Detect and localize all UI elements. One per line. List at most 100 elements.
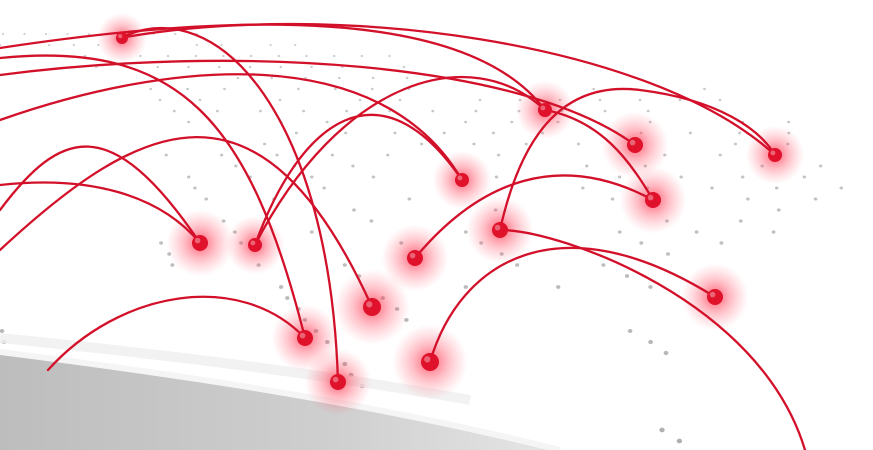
map-dot bbox=[330, 153, 335, 157]
map-dot bbox=[222, 54, 225, 58]
map-dot bbox=[156, 65, 160, 69]
map-dot bbox=[598, 98, 602, 102]
map-dot bbox=[733, 142, 738, 146]
route-line bbox=[253, 113, 464, 247]
map-dot bbox=[496, 153, 501, 157]
map-dot bbox=[694, 230, 699, 234]
map-dot bbox=[72, 43, 76, 47]
map-dot bbox=[386, 153, 390, 157]
map-dot bbox=[787, 120, 791, 124]
map-dot bbox=[278, 285, 284, 289]
map-dot bbox=[219, 153, 224, 157]
map-dot bbox=[431, 109, 435, 113]
network-node-icon bbox=[192, 235, 208, 251]
map-dot bbox=[87, 32, 91, 36]
map-dot bbox=[278, 98, 282, 102]
route-line bbox=[0, 136, 374, 309]
map-dot bbox=[345, 109, 349, 113]
map-dot bbox=[663, 350, 669, 356]
map-dot bbox=[420, 142, 424, 146]
map-dot bbox=[719, 241, 724, 245]
node-highlight bbox=[409, 252, 416, 259]
network-node-icon bbox=[627, 137, 643, 153]
map-dot bbox=[277, 54, 281, 58]
map-dot bbox=[371, 76, 375, 80]
bottom-curved-band bbox=[0, 333, 561, 450]
node-highlight bbox=[194, 237, 201, 244]
map-dot bbox=[510, 120, 514, 124]
map-dot bbox=[398, 98, 402, 102]
map-dot bbox=[332, 54, 336, 58]
map-dot bbox=[269, 43, 272, 47]
network-node-icon bbox=[421, 353, 439, 371]
map-dot bbox=[248, 65, 252, 69]
map-dot bbox=[215, 109, 219, 113]
map-dot bbox=[813, 197, 818, 201]
map-dot bbox=[688, 131, 692, 135]
map-dot bbox=[270, 76, 274, 80]
map-dot bbox=[738, 219, 743, 223]
map-dot bbox=[204, 197, 208, 201]
map-dot bbox=[515, 263, 520, 267]
node-glows bbox=[96, 12, 805, 416]
map-dot bbox=[592, 87, 596, 91]
map-dot bbox=[186, 175, 191, 179]
map-dot bbox=[344, 131, 348, 135]
map-dot bbox=[839, 186, 844, 190]
map-dot bbox=[66, 32, 69, 36]
map-dot bbox=[342, 263, 347, 267]
map-dot bbox=[220, 43, 223, 47]
map-dot bbox=[494, 175, 499, 179]
route-line bbox=[498, 87, 777, 232]
route-line bbox=[0, 54, 307, 340]
map-dot bbox=[665, 252, 671, 256]
map-dot bbox=[297, 87, 300, 91]
map-dot bbox=[581, 186, 585, 190]
route-line bbox=[118, 22, 777, 157]
map-dot bbox=[249, 54, 253, 58]
network-node-icon bbox=[116, 32, 128, 44]
network-node-icon bbox=[297, 330, 313, 346]
map-dot bbox=[193, 186, 197, 190]
network-node-icon bbox=[645, 192, 661, 208]
map-dot bbox=[710, 186, 714, 190]
map-dot bbox=[166, 54, 170, 58]
map-dot bbox=[1, 32, 5, 36]
map-dot bbox=[639, 241, 644, 245]
map-dot bbox=[186, 87, 189, 91]
map-dot bbox=[325, 120, 329, 124]
map-dot bbox=[358, 98, 362, 102]
map-dot bbox=[617, 230, 622, 234]
node-highlight bbox=[457, 175, 463, 181]
map-dot bbox=[279, 65, 283, 69]
map-dot bbox=[236, 76, 240, 80]
network-node-icon bbox=[363, 298, 381, 316]
map-dot bbox=[659, 427, 665, 433]
route-line bbox=[0, 145, 202, 245]
map-dot bbox=[617, 175, 622, 179]
node-highlight bbox=[494, 224, 501, 231]
map-dot bbox=[44, 32, 48, 36]
map-dot bbox=[718, 153, 722, 157]
route-line bbox=[0, 23, 547, 112]
route-line bbox=[498, 228, 807, 450]
map-dot bbox=[309, 230, 314, 234]
map-dot bbox=[576, 142, 581, 146]
map-dot bbox=[774, 186, 779, 190]
route-line bbox=[0, 59, 637, 147]
map-dot bbox=[678, 98, 682, 102]
node-highlight bbox=[629, 139, 636, 146]
map-dot bbox=[624, 274, 630, 278]
network-node-icon bbox=[492, 222, 508, 238]
map-dot bbox=[370, 87, 374, 91]
map-dot bbox=[263, 142, 267, 146]
map-dot bbox=[679, 175, 683, 179]
map-dot bbox=[474, 109, 478, 113]
map-dot bbox=[83, 54, 87, 58]
network-node-icon bbox=[768, 148, 782, 162]
map-dot bbox=[402, 65, 406, 69]
map-dot bbox=[405, 76, 409, 80]
node-highlight bbox=[424, 356, 431, 363]
